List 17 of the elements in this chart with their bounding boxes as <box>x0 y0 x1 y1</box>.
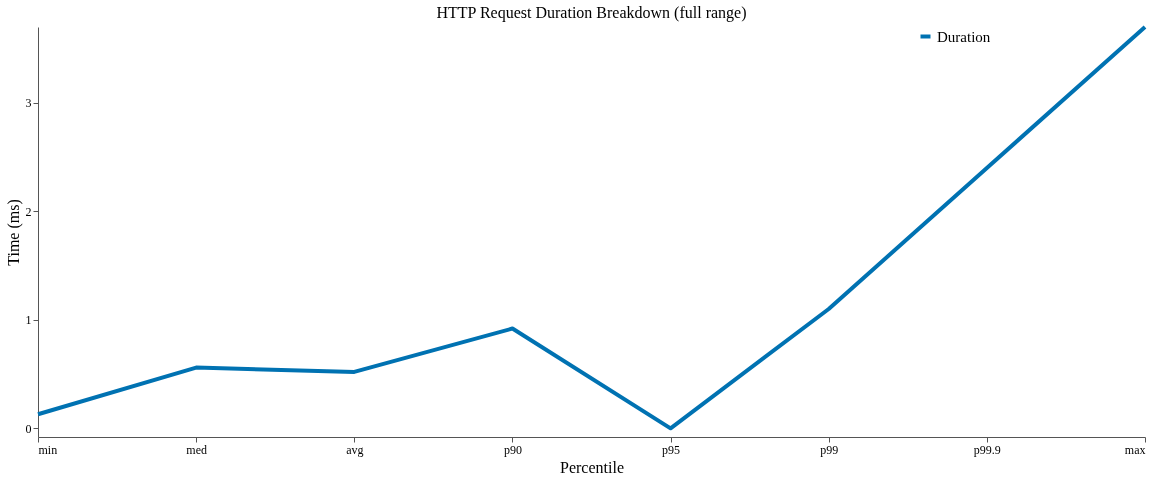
x-tick-label: avg <box>346 442 364 457</box>
x-axis-title: Percentile <box>560 458 624 476</box>
x-tick-label: p90 <box>503 442 522 457</box>
y-tick-label: 0 <box>25 421 32 436</box>
x-tick-label: p99.9 <box>973 442 1001 457</box>
chart-title: HTTP Request Duration Breakdown (full range) <box>436 4 747 22</box>
y-tick-label: 1 <box>25 313 32 328</box>
legend-label: Duration <box>937 28 991 45</box>
x-tick-label: min <box>38 442 58 457</box>
y-axis-title: Time (ms) <box>4 199 23 266</box>
y-tick-label: 2 <box>25 204 32 219</box>
x-tick-label: p95 <box>662 442 681 457</box>
y-tick-label: 3 <box>25 96 32 111</box>
x-tick-label: med <box>186 442 207 457</box>
line-series <box>36 25 1147 431</box>
x-tick-label: p99 <box>820 442 839 457</box>
x-tick-label: max <box>1124 442 1146 457</box>
